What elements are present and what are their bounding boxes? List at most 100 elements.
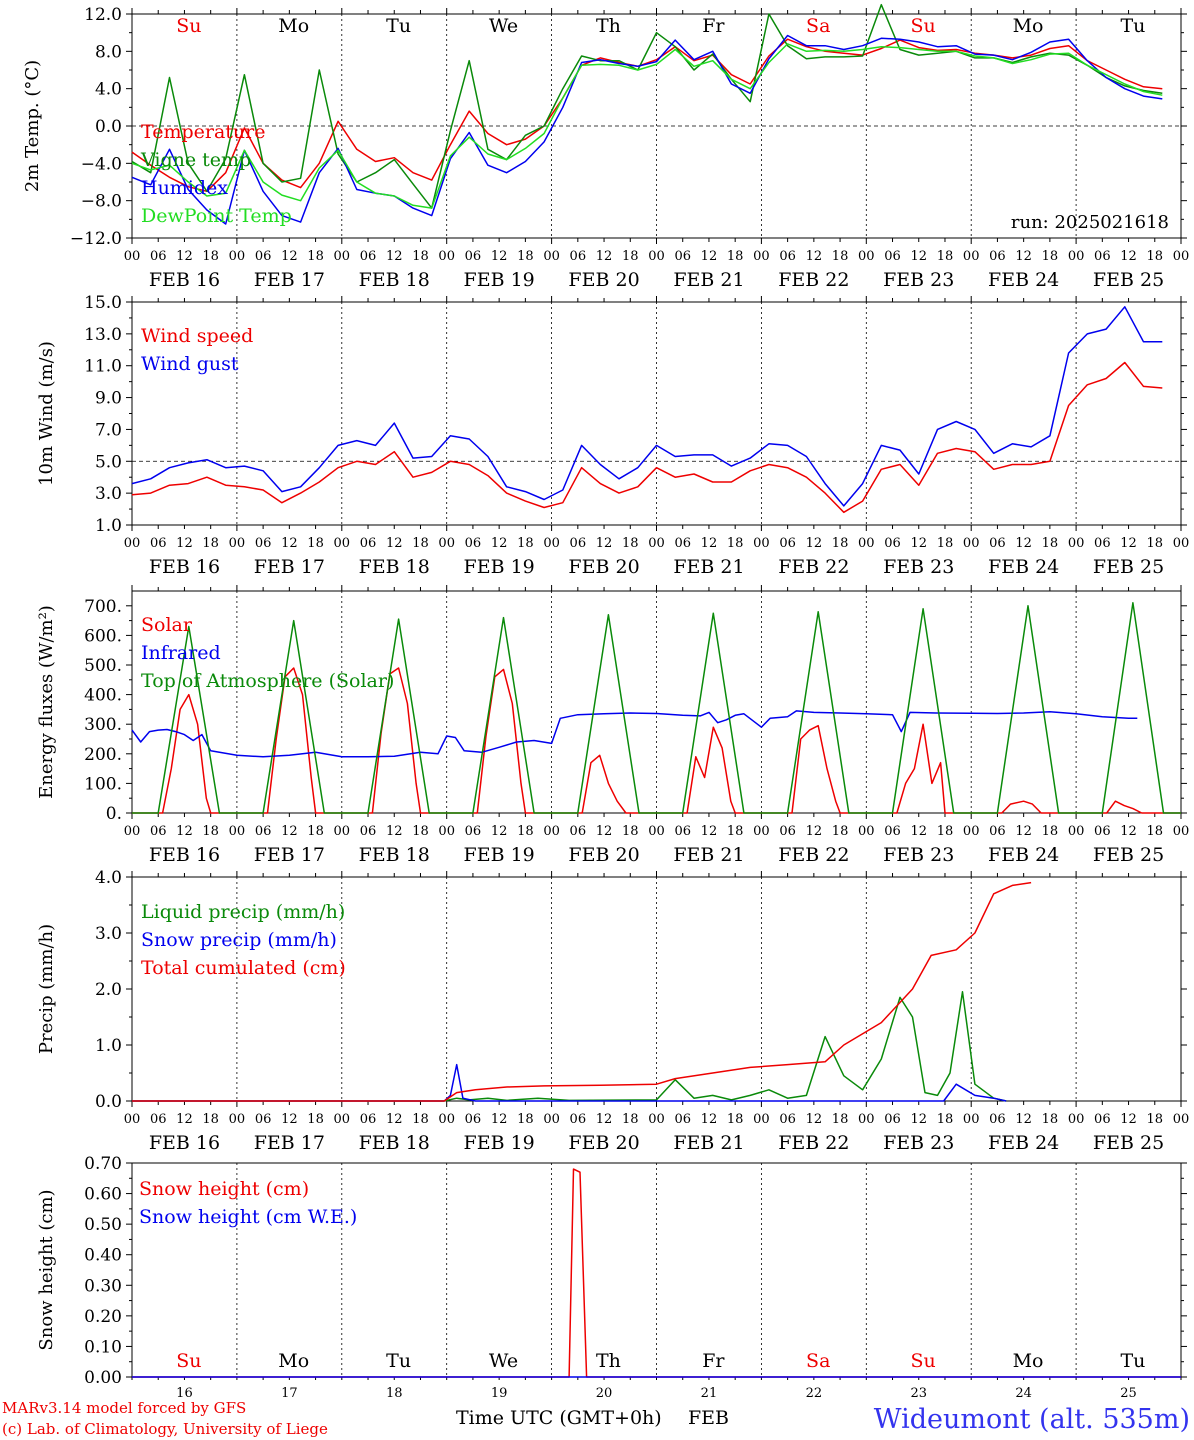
y-tick-label: 3.0 [95,484,122,504]
day-label: FEB 16 [149,844,220,866]
hour-tick-label: 18 [1042,249,1059,264]
hour-tick-label: 06 [884,536,901,551]
y-tick-label: 0.10 [84,1337,122,1357]
panel-0: 12.0 8.0 4.0 0.0 −4.0 −8.0 −12.0 2m Temp. (°C) 0… [22,3,1189,291]
day-number: 17 [281,1386,298,1401]
weekday-label: Mo [278,1350,309,1372]
hour-tick-label: 00 [124,1112,141,1127]
hour-tick-label: 12 [281,536,298,551]
y-tick-label: 500. [84,656,122,676]
series-line-liquid-precip-mm-h- [132,991,1007,1102]
hour-tick-label: 12 [281,824,298,839]
hour-tick-label: 12 [281,249,298,264]
hour-tick-label: 06 [1094,249,1111,264]
weekday-label: Sa [806,1350,830,1372]
y-axis-label: 2m Temp. (°C) [22,60,43,192]
hour-tick-label: 12 [386,536,403,551]
day-label: FEB 22 [778,844,849,866]
hour-tick-label: 00 [1068,824,1085,839]
weekday-label: We [489,15,518,37]
hour-tick-label: 06 [989,536,1006,551]
hour-tick-label: 00 [648,536,665,551]
hour-tick-label: 18 [517,1112,534,1127]
legend-entry: Temperature [141,121,265,143]
y-tick-label: 5.0 [95,452,122,472]
y-tick-label: 100. [84,774,122,794]
day-number: 23 [910,1386,927,1401]
hour-tick-label: 12 [1015,824,1032,839]
hour-tick-label: 06 [360,1112,377,1127]
hour-tick-label: 06 [255,536,272,551]
day-label: FEB 17 [254,556,325,578]
series-line-total-cumulated-cm- [132,881,1032,1102]
day-label: FEB 20 [568,844,639,866]
y-tick-label: 8.0 [95,42,122,62]
hour-tick-label: 00 [334,536,351,551]
hour-tick-label: 00 [963,249,980,264]
hour-tick-label: 18 [937,249,954,264]
hour-tick-label: 18 [1147,1112,1164,1127]
y-tick-label: 0.60 [84,1185,122,1205]
day-label: FEB 16 [149,269,220,291]
hour-tick-label: 00 [438,824,455,839]
hour-tick-label: 12 [491,249,508,264]
hour-tick-label: 00 [543,1112,560,1127]
hour-tick-label: 00 [334,249,351,264]
hour-tick-label: 00 [438,249,455,264]
y-tick-label: 12.0 [84,5,122,25]
hour-tick-label: 18 [727,249,744,264]
hour-tick-label: 00 [753,824,770,839]
hour-tick-label: 06 [360,536,377,551]
hour-tick-label: 06 [674,1112,691,1127]
hour-tick-label: 06 [989,1112,1006,1127]
y-tick-label: 13.0 [84,325,122,345]
day-label: FEB 23 [883,1132,954,1154]
hour-tick-label: 12 [701,249,718,264]
hour-tick-label: 00 [648,249,665,264]
hour-tick-label: 18 [622,824,639,839]
y-tick-label: 0.70 [84,1154,122,1174]
hour-tick-label: 18 [202,1112,219,1127]
y-tick-label: 700. [84,597,122,617]
month-label: FEB [688,1407,729,1429]
hour-tick-label: 18 [202,824,219,839]
y-tick-label: 11.0 [84,357,122,377]
day-label: FEB 21 [673,269,744,291]
hour-tick-label: 00 [753,249,770,264]
hour-tick-label: 00 [648,1112,665,1127]
legend-entry: Snow height (cm) [139,1178,309,1200]
day-label: FEB 25 [1093,844,1164,866]
hour-tick-label: 00 [124,824,141,839]
hour-tick-label: 18 [937,1112,954,1127]
hour-tick-label: 12 [910,824,927,839]
hour-tick-label: 18 [1147,249,1164,264]
day-label: FEB 21 [673,1132,744,1154]
hour-tick-label: 00 [1068,536,1085,551]
weekday-label: Tu [1120,1350,1145,1372]
hour-tick-label: 12 [176,1112,193,1127]
hour-tick-label: 18 [622,536,639,551]
y-tick-label: 0.0 [95,1092,122,1112]
hour-tick-label: 06 [150,536,167,551]
panel-3: 4.0 3.0 2.0 1.0 0.0 Precip (mm/h) 00 06 12 18 00 06… [36,868,1189,1154]
day-label: FEB 18 [359,1132,430,1154]
hour-tick-label: 00 [334,1112,351,1127]
legend-entry: Infrared [141,642,221,664]
hour-tick-label: 12 [386,1112,403,1127]
hour-tick-label: 12 [386,249,403,264]
hour-tick-label: 06 [779,824,796,839]
hour-tick-label: 12 [806,536,823,551]
hour-tick-label: 00 [543,824,560,839]
day-number: 20 [596,1386,613,1401]
hour-tick-label: 06 [884,1112,901,1127]
y-tick-label: 0.0 [95,117,122,137]
day-label: FEB 20 [568,1132,639,1154]
day-number: 16 [176,1386,193,1401]
day-number: 18 [386,1386,403,1401]
day-label: FEB 22 [778,556,849,578]
series-line-humidex [131,34,1163,225]
hour-tick-label: 06 [150,824,167,839]
day-label: FEB 24 [988,844,1059,866]
y-tick-label: 0.20 [84,1307,122,1327]
hour-tick-label: 06 [779,1112,796,1127]
